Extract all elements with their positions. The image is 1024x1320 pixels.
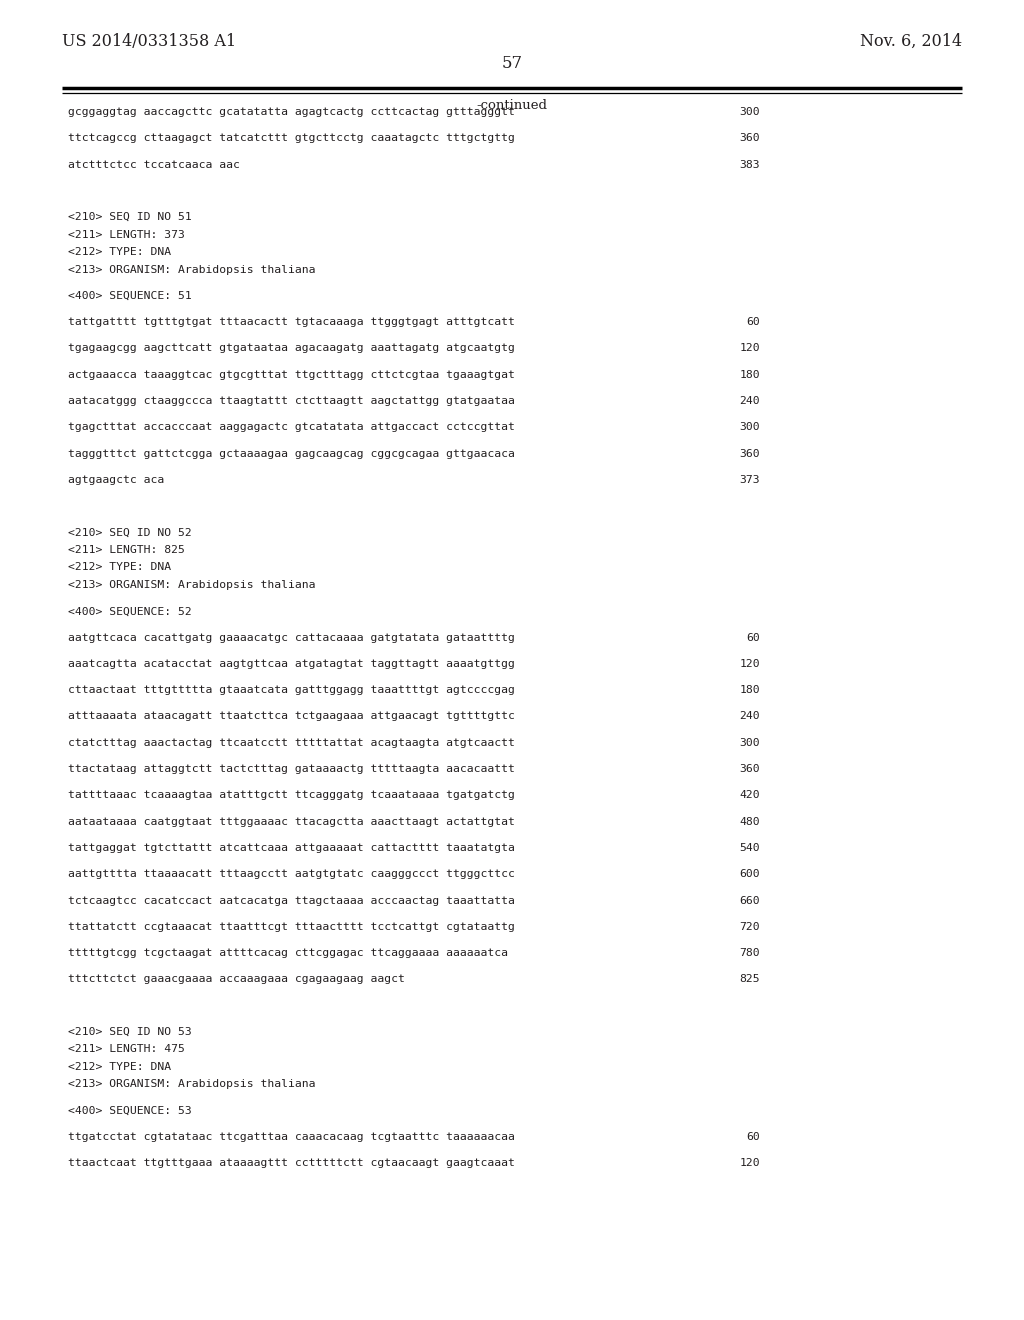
Text: 360: 360: [739, 133, 760, 144]
Text: tattgaggat tgtcttattt atcattcaaa attgaaaaat cattactttt taaatatgta: tattgaggat tgtcttattt atcattcaaa attgaaa…: [68, 843, 515, 853]
Text: 780: 780: [739, 948, 760, 958]
Text: 360: 360: [739, 764, 760, 774]
Text: Nov. 6, 2014: Nov. 6, 2014: [860, 33, 962, 50]
Text: 825: 825: [739, 974, 760, 985]
Text: <210> SEQ ID NO 53: <210> SEQ ID NO 53: [68, 1027, 191, 1038]
Text: <212> TYPE: DNA: <212> TYPE: DNA: [68, 562, 171, 573]
Text: tgagctttat accacccaat aaggagactc gtcatatata attgaccact cctccgttat: tgagctttat accacccaat aaggagactc gtcatat…: [68, 422, 515, 433]
Text: <400> SEQUENCE: 53: <400> SEQUENCE: 53: [68, 1106, 191, 1115]
Text: 373: 373: [739, 475, 760, 484]
Text: aatacatggg ctaaggccca ttaagtattt ctcttaagtt aagctattgg gtatgaataa: aatacatggg ctaaggccca ttaagtattt ctcttaa…: [68, 396, 515, 407]
Text: aattgtttta ttaaaacatt tttaagcctt aatgtgtatc caagggccct ttgggcttcc: aattgtttta ttaaaacatt tttaagcctt aatgtgt…: [68, 870, 515, 879]
Text: 300: 300: [739, 422, 760, 433]
Text: tagggtttct gattctcgga gctaaaagaa gagcaagcag cggcgcagaa gttgaacaca: tagggtttct gattctcgga gctaaaagaa gagcaag…: [68, 449, 515, 458]
Text: <213> ORGANISM: Arabidopsis thaliana: <213> ORGANISM: Arabidopsis thaliana: [68, 264, 315, 275]
Text: gcggaggtag aaccagcttc gcatatatta agagtcactg ccttcactag gtttagggtt: gcggaggtag aaccagcttc gcatatatta agagtca…: [68, 107, 515, 117]
Text: 383: 383: [739, 160, 760, 169]
Text: aataataaaa caatggtaat tttggaaaac ttacagctta aaacttaagt actattgtat: aataataaaa caatggtaat tttggaaaac ttacagc…: [68, 817, 515, 826]
Text: 300: 300: [739, 738, 760, 748]
Text: <212> TYPE: DNA: <212> TYPE: DNA: [68, 1063, 171, 1072]
Text: 57: 57: [502, 55, 522, 73]
Text: 180: 180: [739, 370, 760, 380]
Text: 120: 120: [739, 659, 760, 669]
Text: tttcttctct gaaacgaaaa accaaagaaa cgagaagaag aagct: tttcttctct gaaacgaaaa accaaagaaa cgagaag…: [68, 974, 404, 985]
Text: 180: 180: [739, 685, 760, 696]
Text: aatgttcaca cacattgatg gaaaacatgc cattacaaaa gatgtatata gataattttg: aatgttcaca cacattgatg gaaaacatgc cattaca…: [68, 632, 515, 643]
Text: 660: 660: [739, 895, 760, 906]
Text: tattgatttt tgtttgtgat tttaacactt tgtacaaaga ttgggtgagt atttgtcatt: tattgatttt tgtttgtgat tttaacactt tgtacaa…: [68, 317, 515, 327]
Text: tgagaagcgg aagcttcatt gtgataataa agacaagatg aaattagatg atgcaatgtg: tgagaagcgg aagcttcatt gtgataataa agacaag…: [68, 343, 515, 354]
Text: US 2014/0331358 A1: US 2014/0331358 A1: [62, 33, 237, 50]
Text: tctcaagtcc cacatccact aatcacatga ttagctaaaa acccaactag taaattatta: tctcaagtcc cacatccact aatcacatga ttagcta…: [68, 895, 515, 906]
Text: 240: 240: [739, 711, 760, 722]
Text: 300: 300: [739, 107, 760, 117]
Text: 360: 360: [739, 449, 760, 458]
Text: <213> ORGANISM: Arabidopsis thaliana: <213> ORGANISM: Arabidopsis thaliana: [68, 579, 315, 590]
Text: <210> SEQ ID NO 52: <210> SEQ ID NO 52: [68, 528, 191, 537]
Text: ttctcagccg cttaagagct tatcatcttt gtgcttcctg caaatagctc tttgctgttg: ttctcagccg cttaagagct tatcatcttt gtgcttc…: [68, 133, 515, 144]
Text: <211> LENGTH: 475: <211> LENGTH: 475: [68, 1044, 185, 1055]
Text: tttttgtcgg tcgctaagat attttcacag cttcggagac ttcaggaaaa aaaaaatca: tttttgtcgg tcgctaagat attttcacag cttcgga…: [68, 948, 508, 958]
Text: <211> LENGTH: 373: <211> LENGTH: 373: [68, 230, 185, 240]
Text: atttaaaata ataacagatt ttaatcttca tctgaagaaa attgaacagt tgttttgttc: atttaaaata ataacagatt ttaatcttca tctgaag…: [68, 711, 515, 722]
Text: 60: 60: [746, 317, 760, 327]
Text: <400> SEQUENCE: 52: <400> SEQUENCE: 52: [68, 606, 191, 616]
Text: 420: 420: [739, 791, 760, 800]
Text: 60: 60: [746, 1133, 760, 1142]
Text: -continued: -continued: [476, 99, 548, 112]
Text: actgaaacca taaaggtcac gtgcgtttat ttgctttagg cttctcgtaa tgaaagtgat: actgaaacca taaaggtcac gtgcgtttat ttgcttt…: [68, 370, 515, 380]
Text: 120: 120: [739, 343, 760, 354]
Text: <213> ORGANISM: Arabidopsis thaliana: <213> ORGANISM: Arabidopsis thaliana: [68, 1080, 315, 1089]
Text: 600: 600: [739, 870, 760, 879]
Text: <212> TYPE: DNA: <212> TYPE: DNA: [68, 247, 171, 257]
Text: 60: 60: [746, 632, 760, 643]
Text: ttactataag attaggtctt tactctttag gataaaactg tttttaagta aacacaattt: ttactataag attaggtctt tactctttag gataaaa…: [68, 764, 515, 774]
Text: ttgatcctat cgtatataac ttcgatttaa caaacacaag tcgtaatttc taaaaaacaa: ttgatcctat cgtatataac ttcgatttaa caaacac…: [68, 1133, 515, 1142]
Text: 120: 120: [739, 1159, 760, 1168]
Text: ttattatctt ccgtaaacat ttaatttcgt tttaactttt tcctcattgt cgtataattg: ttattatctt ccgtaaacat ttaatttcgt tttaact…: [68, 921, 515, 932]
Text: tattttaaac tcaaaagtaa atatttgctt ttcagggatg tcaaataaaa tgatgatctg: tattttaaac tcaaaagtaa atatttgctt ttcaggg…: [68, 791, 515, 800]
Text: <211> LENGTH: 825: <211> LENGTH: 825: [68, 545, 185, 554]
Text: <400> SEQUENCE: 51: <400> SEQUENCE: 51: [68, 290, 191, 301]
Text: atctttctcc tccatcaaca aac: atctttctcc tccatcaaca aac: [68, 160, 240, 169]
Text: ctatctttag aaactactag ttcaatcctt tttttattat acagtaagta atgtcaactt: ctatctttag aaactactag ttcaatcctt tttttat…: [68, 738, 515, 748]
Text: cttaactaat tttgttttta gtaaatcata gatttggagg taaattttgt agtccccgag: cttaactaat tttgttttta gtaaatcata gatttgg…: [68, 685, 515, 696]
Text: ttaactcaat ttgtttgaaa ataaaagttt cctttttctt cgtaacaagt gaagtcaaat: ttaactcaat ttgtttgaaa ataaaagttt ccttttt…: [68, 1159, 515, 1168]
Text: <210> SEQ ID NO 51: <210> SEQ ID NO 51: [68, 213, 191, 222]
Text: 720: 720: [739, 921, 760, 932]
Text: aaatcagtta acatacctat aagtgttcaa atgatagtat taggttagtt aaaatgttgg: aaatcagtta acatacctat aagtgttcaa atgatag…: [68, 659, 515, 669]
Text: 540: 540: [739, 843, 760, 853]
Text: 240: 240: [739, 396, 760, 407]
Text: 480: 480: [739, 817, 760, 826]
Text: agtgaagctc aca: agtgaagctc aca: [68, 475, 164, 484]
